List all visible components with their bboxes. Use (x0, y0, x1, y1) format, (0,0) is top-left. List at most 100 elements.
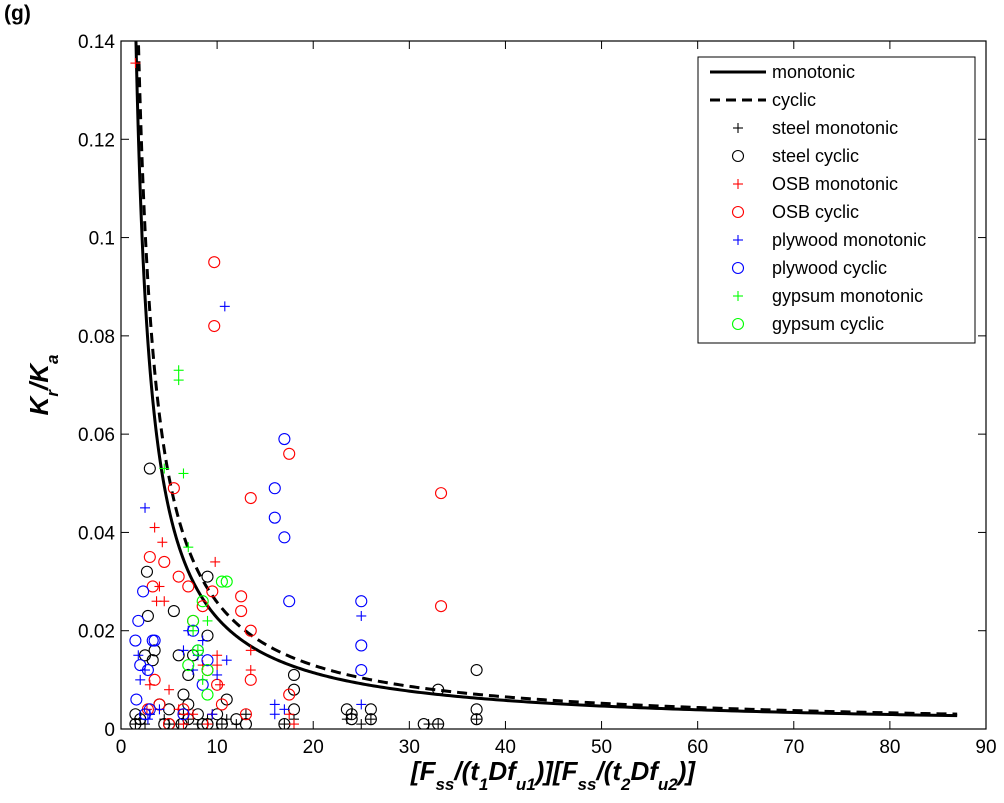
data-point (268, 511, 281, 524)
data-point (279, 719, 290, 729)
data-point (177, 703, 190, 716)
data-point (283, 447, 296, 460)
data-point (432, 718, 445, 729)
legend-label: monotonic (772, 62, 855, 82)
data-point (163, 718, 176, 729)
data-point (143, 703, 156, 716)
fit-curves (134, 41, 958, 718)
legend-swatch (733, 179, 743, 189)
data-point (434, 487, 448, 500)
data-point (154, 581, 165, 592)
data-point (130, 58, 141, 69)
data-point (235, 605, 248, 618)
data-point (289, 719, 299, 729)
data-point (356, 699, 367, 710)
data-point (244, 624, 257, 637)
data-point (215, 698, 228, 711)
legend-swatch (731, 205, 745, 219)
data-point (216, 719, 227, 729)
data-point (284, 709, 295, 720)
data-point (141, 609, 154, 623)
data-point (130, 693, 143, 706)
data-point (355, 663, 368, 677)
data-point (135, 674, 146, 685)
data-point (182, 580, 195, 593)
data-point (235, 590, 248, 603)
data-point (244, 491, 257, 505)
x-tick-label: 80 (879, 737, 900, 758)
data-point (206, 585, 219, 598)
y-tick-label: 0.14 (78, 32, 115, 53)
data-point (471, 714, 482, 725)
data-point (432, 683, 445, 696)
data-point (210, 556, 221, 567)
data-point (364, 713, 377, 726)
data-point (365, 714, 376, 725)
y-tick-label: 0.04 (78, 523, 115, 544)
data-point (159, 463, 170, 474)
data-point (143, 550, 156, 564)
panel-label: (g) (4, 2, 31, 25)
data-point (172, 649, 185, 662)
x-tick-label: 10 (207, 737, 228, 758)
data-point (182, 668, 195, 681)
data-point (433, 719, 444, 729)
data-point (137, 585, 150, 598)
data-point (208, 319, 221, 333)
data-point (167, 482, 180, 495)
data-point (283, 688, 296, 701)
data-point (212, 650, 223, 661)
data-point (167, 605, 180, 618)
data-point (201, 718, 214, 729)
data-point (157, 537, 168, 548)
data-point (172, 570, 185, 583)
data-point (133, 650, 144, 661)
data-point (212, 660, 223, 671)
data-point (287, 668, 301, 681)
data-point (240, 709, 251, 720)
data-point (192, 645, 203, 656)
data-point (140, 502, 151, 513)
data-point (220, 575, 233, 588)
legend-label: plywood monotonic (772, 230, 926, 250)
data-point (245, 645, 256, 656)
x-tick-label: 50 (591, 737, 612, 758)
data-point (283, 595, 296, 608)
series-gypsum-cyclic (182, 575, 233, 701)
data-point (239, 708, 252, 721)
legend-label: cyclic (772, 90, 816, 110)
data-point (345, 708, 358, 721)
legend-label: gypsum cyclic (772, 314, 884, 334)
data-point (158, 718, 171, 729)
y-tick-label: 0.06 (78, 425, 115, 446)
series-plywood-cyclic (129, 433, 368, 721)
data-point (345, 713, 358, 726)
legend-swatch (733, 291, 743, 301)
data-point (196, 595, 209, 608)
data-point (141, 663, 154, 677)
data-point (278, 433, 291, 446)
data-point (158, 555, 171, 568)
data-point (245, 665, 256, 676)
data-point (208, 256, 221, 269)
data-point (215, 575, 228, 588)
data-point (196, 600, 209, 613)
data-point (146, 580, 159, 593)
data-points (129, 58, 483, 729)
data-point (173, 375, 184, 386)
data-point (187, 614, 200, 627)
data-point (356, 719, 367, 729)
data-point (219, 301, 230, 312)
legend-label: OSB monotonic (772, 174, 898, 194)
data-point (201, 654, 214, 667)
data-point (154, 704, 165, 715)
data-point (221, 655, 232, 666)
data-point (355, 595, 368, 608)
x-tick-label: 90 (975, 737, 996, 758)
x-tick-label: 40 (495, 737, 516, 758)
data-point (201, 570, 214, 583)
data-point (201, 688, 214, 701)
x-tick-label: 60 (687, 737, 708, 758)
legend-swatch (731, 261, 745, 275)
data-point (201, 629, 214, 642)
